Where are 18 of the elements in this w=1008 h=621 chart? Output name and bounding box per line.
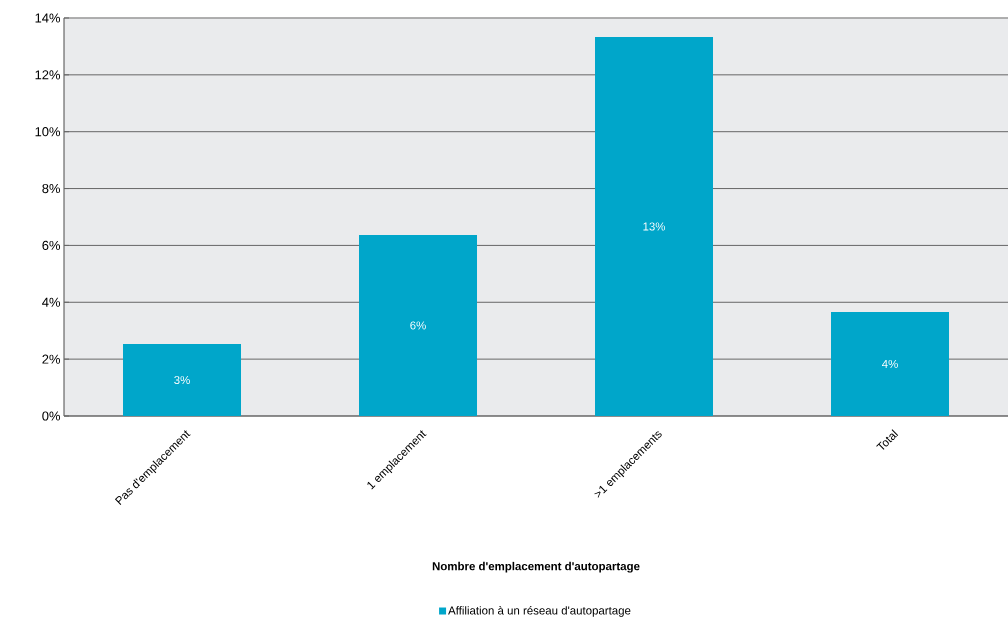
- y-tick-label: 8%: [42, 183, 61, 194]
- y-tick-label: 2%: [42, 354, 61, 364]
- y-tick-label: 10%: [35, 127, 61, 137]
- y-tick-label: 4%: [42, 297, 61, 307]
- bar: [831, 311, 950, 416]
- data-label: 13%: [643, 222, 666, 231]
- y-tick-label: 6%: [42, 240, 61, 250]
- bar: [595, 37, 714, 416]
- bar: [123, 344, 242, 416]
- y-tick-label: 0%: [42, 411, 61, 421]
- y-tick-label: 14%: [35, 13, 61, 23]
- data-label: 6%: [410, 321, 426, 330]
- data-label: 4%: [881, 359, 898, 368]
- y-tick-label: 12%: [35, 70, 61, 80]
- legend-label: Affiliation à un réseau d'autopartage: [448, 606, 631, 617]
- x-axis-title: Nombre d'emplacement d'autopartage: [432, 561, 640, 573]
- bar: [359, 234, 478, 416]
- data-label: 3%: [174, 375, 190, 385]
